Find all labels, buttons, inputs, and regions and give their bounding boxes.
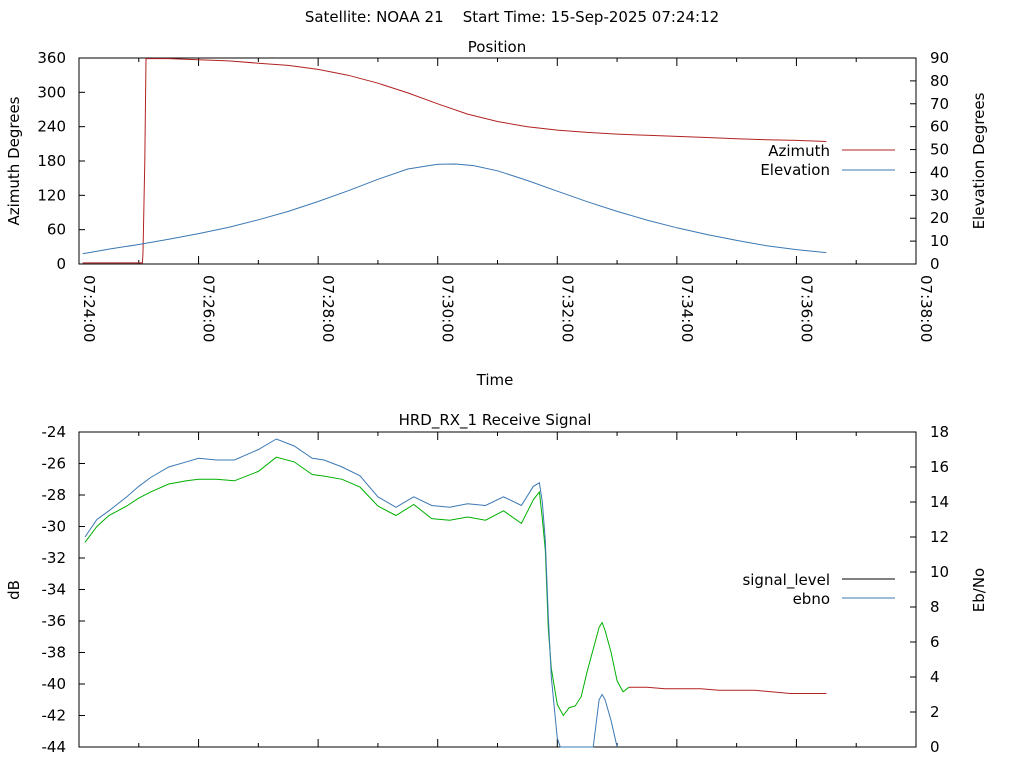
right-tick-label: 0 xyxy=(930,738,940,756)
signal-chart: HRD_RX_1 Receive Signal -24-26-28-30-32-… xyxy=(5,411,988,756)
signal-level-line xyxy=(84,456,630,717)
signal-left-ticks: -24 -26 -28 -30 -32 -34 -36 -38 -40 -42 -44 xyxy=(42,423,85,756)
right-tick-label: 14 xyxy=(930,493,949,511)
x-tick-label: 07:28:00 xyxy=(319,275,337,342)
x-tick-label: 07:26:00 xyxy=(200,275,218,342)
position-x-ticks: 07:24:00 07:26:00 07:28:00 07:30:00 07:32:00… xyxy=(78,58,935,342)
left-tick-label: 0 xyxy=(56,255,66,273)
x-tick-label: 07:36:00 xyxy=(797,275,815,342)
right-tick-label: 10 xyxy=(930,563,949,581)
left-tick-label: -40 xyxy=(42,675,67,693)
right-tick-label: 40 xyxy=(930,163,949,181)
left-tick-label: -26 xyxy=(42,455,67,473)
page-title: Satellite: NOAA 21 Start Time: 15-Sep-20… xyxy=(0,8,1024,26)
elevation-line xyxy=(82,163,827,255)
position-ylabel-left: Azimuth Degrees xyxy=(5,96,23,225)
right-tick-label: 50 xyxy=(930,141,949,159)
signal-x-ticks xyxy=(78,432,917,747)
right-tick-label: 90 xyxy=(930,49,949,67)
left-tick-label: -24 xyxy=(42,423,67,441)
left-tick-label: 120 xyxy=(37,186,66,204)
right-tick-label: 10 xyxy=(930,232,949,250)
position-ylabel-right: Elevation Degrees xyxy=(970,92,988,229)
x-tick-label: 07:38:00 xyxy=(917,275,935,342)
position-legend: Azimuth Elevation xyxy=(760,142,895,179)
right-tick-label: 60 xyxy=(930,118,949,136)
legend-elevation-label: Elevation xyxy=(760,161,830,179)
left-tick-label: 300 xyxy=(37,83,66,101)
azimuth-line xyxy=(82,58,827,264)
legend-signal-level-label: signal_level xyxy=(742,571,830,590)
left-tick-label: 240 xyxy=(37,118,66,136)
right-tick-label: 4 xyxy=(930,668,940,686)
signal-title: HRD_RX_1 Receive Signal xyxy=(399,411,592,430)
signal-level-line xyxy=(629,686,827,694)
right-tick-label: 20 xyxy=(930,209,949,227)
right-tick-label: 16 xyxy=(930,458,949,476)
right-tick-label: 2 xyxy=(930,703,940,721)
legend-azimuth-label: Azimuth xyxy=(768,142,830,160)
left-tick-label: -44 xyxy=(42,738,67,756)
left-tick-label: 60 xyxy=(47,221,66,239)
position-chart: Position 0 60 120 180 240 300 360 0 10 20 30 40 50 6… xyxy=(5,38,988,389)
start-time-label: Start Time: 15-Sep-2025 07:24:12 xyxy=(462,8,720,26)
right-tick-label: 12 xyxy=(930,528,949,546)
ebno-line xyxy=(84,438,618,748)
right-tick-label: 70 xyxy=(930,95,949,113)
left-tick-label: -28 xyxy=(42,486,67,504)
right-tick-label: 80 xyxy=(930,72,949,90)
position-left-ticks: 0 60 120 180 240 300 360 xyxy=(37,49,85,273)
signal-series xyxy=(84,438,827,748)
legend-ebno-label: ebno xyxy=(793,590,830,608)
right-tick-label: 30 xyxy=(930,186,949,204)
satellite-label: Satellite: NOAA 21 xyxy=(304,8,444,26)
position-series xyxy=(82,58,827,264)
signal-right-ticks: 0 2 4 6 8 10 12 14 16 18 xyxy=(910,423,949,756)
left-tick-label: -36 xyxy=(42,612,67,630)
signal-ylabel-right: Eb/No xyxy=(970,568,988,612)
signal-ylabel-left: dB xyxy=(5,580,23,600)
x-tick-label: 07:32:00 xyxy=(558,275,576,342)
right-tick-label: 8 xyxy=(930,598,940,616)
left-tick-label: -34 xyxy=(42,581,67,599)
left-tick-label: 360 xyxy=(37,49,66,67)
right-tick-label: 0 xyxy=(930,255,940,273)
right-tick-label: 6 xyxy=(930,633,940,651)
right-tick-label: 18 xyxy=(930,423,949,441)
left-tick-label: -42 xyxy=(42,707,67,725)
x-tick-label: 07:30:00 xyxy=(439,275,457,342)
position-title: Position xyxy=(468,38,526,56)
left-tick-label: -32 xyxy=(42,549,67,567)
left-tick-label: -38 xyxy=(42,644,67,662)
left-tick-label: 180 xyxy=(37,152,66,170)
left-tick-label: -30 xyxy=(42,518,67,536)
x-tick-label: 07:24:00 xyxy=(80,275,98,342)
position-right-ticks: 0 10 20 30 40 50 60 70 80 90 xyxy=(910,49,949,273)
signal-legend: signal_level ebno xyxy=(742,571,895,608)
x-tick-label: 07:34:00 xyxy=(678,275,696,342)
position-xlabel: Time xyxy=(476,371,514,389)
